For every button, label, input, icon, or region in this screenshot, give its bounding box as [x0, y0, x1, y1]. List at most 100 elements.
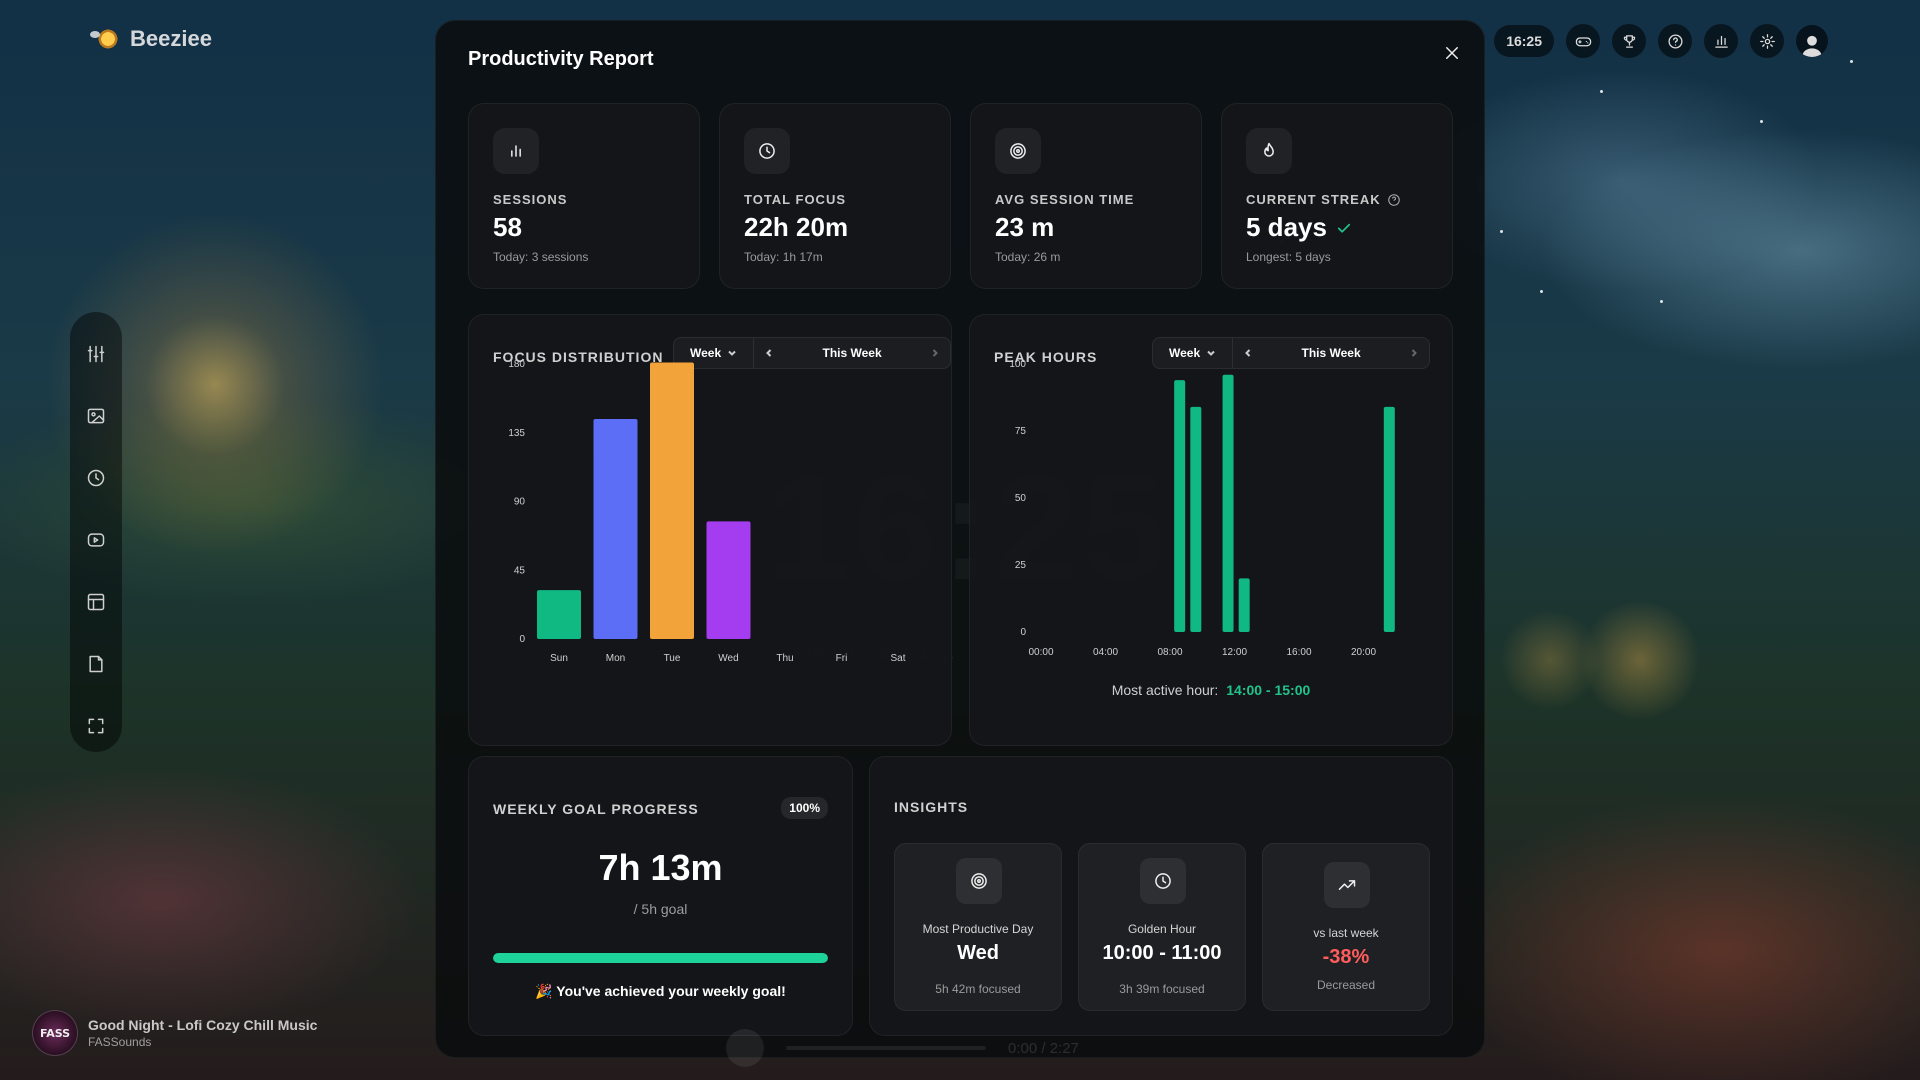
clock-icon	[87, 469, 105, 487]
section-title: WEEKLY GOAL PROGRESS	[493, 801, 699, 817]
close-button[interactable]	[1438, 39, 1466, 67]
focus-distribution-card: FOCUS DISTRIBUTION Week This Week 0 45 90 1…	[468, 314, 952, 746]
user-icon	[1802, 35, 1822, 57]
left-sidebar	[70, 312, 122, 752]
x-tick-label: 04:00	[1093, 647, 1118, 658]
clock-icon	[759, 143, 775, 159]
y-tick-label: 45	[514, 565, 526, 576]
music-player[interactable]: FASS Good Night - Lofi Cozy Chill Music …	[32, 1010, 317, 1056]
sidebar-video-button[interactable]	[82, 524, 110, 556]
stat-sub: Longest: 5 days	[1246, 250, 1331, 264]
check-icon	[1337, 223, 1351, 233]
trophy-button[interactable]	[1612, 24, 1646, 58]
y-tick-label: 135	[508, 428, 525, 439]
goal-value: 7h 13m	[598, 847, 723, 888]
note-icon	[89, 655, 103, 673]
close-icon	[1446, 47, 1458, 59]
bar-tue	[650, 362, 694, 639]
insight-sub: Decreased	[1316, 978, 1376, 992]
next-period-button[interactable]	[1399, 338, 1429, 368]
hour-bar-9	[1190, 406, 1202, 632]
stat-label: AVG SESSION TIME	[995, 192, 1135, 207]
stat-card-current-streak: CURRENT STREAK 5 days Longest: 5 days	[1221, 103, 1453, 289]
bar-sun	[537, 590, 581, 639]
background-player-controls: 0:00 / 2:27	[726, 1029, 1079, 1067]
top-toolbar: 16:25	[1494, 24, 1828, 58]
insight-label: Golden Hour	[1127, 922, 1197, 936]
y-tick-label: 0	[1020, 627, 1026, 638]
clock-display[interactable]: 16:25	[1494, 25, 1554, 57]
bee-logo-icon	[90, 27, 120, 51]
stat-sub: Today: 26 m	[995, 250, 1061, 264]
most-active-label: Most active hour:	[1111, 682, 1219, 698]
x-tick-label: Sun	[550, 653, 568, 664]
x-tick-label: 16:00	[1286, 647, 1311, 658]
sidebar-timer-button[interactable]	[82, 462, 110, 494]
image-icon	[87, 408, 105, 424]
sidebar-background-button[interactable]	[82, 400, 110, 432]
settings-button[interactable]	[1750, 24, 1784, 58]
chevron-left-icon	[1245, 349, 1251, 357]
focus-distribution-chart: 0 45 90 135 180 Sun Mon Tue Wed Thu Fri Sat	[508, 359, 905, 664]
sidebar-layout-button[interactable]	[82, 586, 110, 618]
hour-bar-8	[1174, 380, 1186, 632]
stat-value: 58	[493, 212, 522, 242]
x-tick-label: 08:00	[1157, 647, 1182, 658]
y-tick-label: 50	[1015, 493, 1027, 504]
y-tick-label: 0	[519, 634, 525, 645]
y-tick-label: 90	[514, 497, 526, 508]
target-icon	[1010, 143, 1026, 159]
sidebar-notes-button[interactable]	[82, 648, 110, 680]
track-title: Good Night - Lofi Cozy Chill Music	[88, 1017, 318, 1033]
stat-card-total-focus: TOTAL FOCUS 22h 20m Today: 1h 17m	[719, 103, 951, 289]
y-tick-label: 180	[508, 359, 525, 370]
chevron-left-icon	[766, 349, 772, 357]
stat-label: CURRENT STREAK	[1246, 192, 1381, 207]
modal-title: Productivity Report	[468, 48, 654, 70]
youtube-icon	[87, 533, 105, 547]
most-active-hour: Most active hour: 14:00 - 15:00	[970, 682, 1452, 698]
sidebar-fullscreen-button[interactable]	[82, 710, 110, 742]
fullscreen-icon	[88, 718, 104, 734]
user-avatar[interactable]	[1796, 25, 1828, 57]
chevron-down-icon	[1207, 350, 1215, 356]
gamepad-button[interactable]	[1566, 24, 1600, 58]
bar-mon	[593, 419, 638, 639]
insights-card: INSIGHTS Most Productive Day Wed 5h 42m …	[869, 756, 1453, 1036]
next-period-button[interactable]	[920, 338, 950, 368]
help-button[interactable]	[1658, 24, 1692, 58]
sliders-icon	[87, 345, 105, 363]
period-label: This Week	[1301, 346, 1361, 360]
y-tick-label: 100	[1009, 359, 1026, 370]
layout-icon	[87, 593, 105, 611]
bar-wed	[706, 521, 751, 639]
help-circle-icon[interactable]	[1387, 193, 1401, 207]
prev-period-button[interactable]	[754, 338, 784, 368]
insight-golden-hour: Golden Hour 10:00 - 11:00 3h 39m focused	[1078, 843, 1246, 1011]
chevron-right-icon	[932, 349, 938, 357]
seek-bar	[786, 1046, 986, 1050]
period-label: This Week	[822, 346, 882, 360]
range-select[interactable]: Week	[1153, 338, 1234, 368]
stat-sub: Today: 1h 17m	[744, 250, 823, 264]
app-brand[interactable]: Beeziee	[90, 26, 212, 52]
range-select[interactable]: Week	[674, 338, 755, 368]
gear-icon	[1759, 33, 1775, 49]
target-icon	[971, 873, 987, 889]
y-tick-label: 25	[1015, 560, 1027, 571]
bar-chart-icon	[1714, 35, 1728, 48]
player-time: 0:00 / 2:27	[1008, 1039, 1079, 1057]
stats-button[interactable]	[1704, 24, 1738, 58]
stat-sub: Today: 3 sessions	[493, 250, 589, 264]
prev-period-button[interactable]	[1233, 338, 1263, 368]
goal-progress-fill	[493, 953, 828, 963]
peak-range-controls: Week This Week	[1152, 337, 1430, 369]
sidebar-mixer-button[interactable]	[82, 338, 110, 370]
stat-label: SESSIONS	[493, 192, 568, 207]
chevron-right-icon	[1411, 349, 1417, 357]
chevron-down-icon	[728, 350, 736, 356]
x-tick-label: 20:00	[1351, 647, 1376, 658]
bar-chart-icon	[511, 145, 521, 157]
range-select-label: Week	[1169, 346, 1201, 360]
play-icon	[726, 1029, 764, 1067]
